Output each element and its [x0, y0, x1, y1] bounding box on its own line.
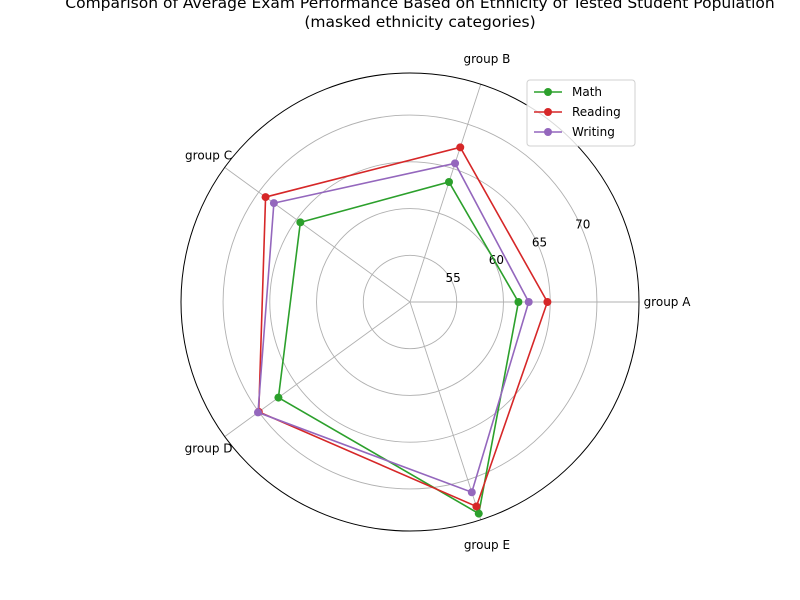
legend: Math Reading Writing [526, 79, 636, 147]
category-label: group C [185, 149, 232, 163]
legend-label: Math [572, 85, 602, 99]
radial-tick-label: 55 [446, 271, 461, 285]
chart-subtitle: (masked ethnicity categories) [304, 13, 535, 31]
radial-tick-label: 70 [575, 217, 590, 231]
spoke-line [409, 84, 482, 303]
data-point [444, 177, 453, 186]
spoke-line [224, 167, 411, 303]
data-point [467, 488, 476, 497]
data-point [296, 218, 305, 227]
category-label: group A [644, 295, 692, 309]
legend-marker [544, 128, 552, 136]
spoke-line [409, 301, 482, 520]
data-point [524, 298, 533, 306]
series-math [274, 177, 523, 518]
series-reading [254, 143, 552, 511]
data-point [451, 159, 460, 168]
legend-box [526, 79, 636, 147]
polar-frame [180, 72, 640, 532]
legend-label: Reading [572, 105, 621, 119]
legend-marker [544, 108, 552, 116]
data-point [474, 509, 483, 518]
data-point [269, 199, 278, 208]
category-label: group E [464, 538, 510, 552]
category-label: group B [463, 52, 510, 66]
legend-label: Writing [572, 125, 615, 139]
legend-marker [544, 88, 552, 96]
series-line [277, 181, 520, 515]
legend-item-writing: Writing [534, 125, 615, 139]
series-writing [254, 159, 533, 497]
legend-item-math: Math [534, 85, 602, 99]
data-point [274, 393, 283, 402]
data-point [254, 408, 263, 417]
series-line [257, 162, 530, 494]
category-labels: group A group B group C group D group E [185, 52, 692, 552]
category-label: group D [185, 441, 233, 455]
data-point [514, 298, 523, 306]
data-point [456, 143, 465, 152]
legend-item-reading: Reading [534, 105, 621, 119]
chart-title: Comparison of Average Exam Performance B… [65, 0, 774, 12]
data-point [472, 502, 481, 511]
radial-tick-label: 65 [532, 235, 547, 249]
spoke-line [224, 301, 411, 437]
series-layer [254, 143, 552, 518]
series-line [257, 146, 549, 508]
data-point [543, 298, 552, 306]
data-point [261, 193, 270, 202]
